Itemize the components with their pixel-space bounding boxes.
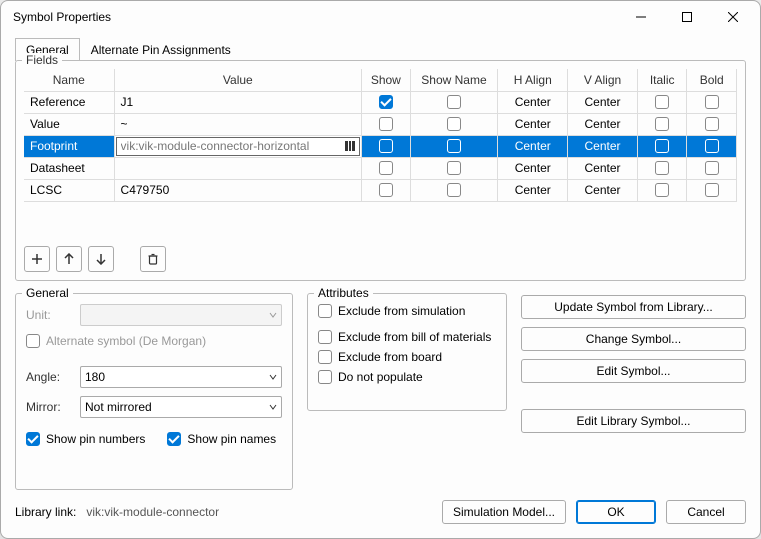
alt-symbol-label: Alternate symbol (De Morgan) <box>46 334 206 348</box>
change-symbol-button[interactable]: Change Symbol... <box>521 327 746 351</box>
checkbox[interactable] <box>447 95 461 109</box>
fields-table[interactable]: Name Value Show Show Name H Align V Alig… <box>24 69 737 202</box>
checkbox[interactable] <box>705 139 719 153</box>
checkbox[interactable] <box>705 95 719 109</box>
window-title: Symbol Properties <box>13 10 618 24</box>
fields-group: Fields Name Value Show Show Name H Align… <box>15 60 746 281</box>
mirror-label: Mirror: <box>26 400 74 414</box>
checkbox[interactable] <box>379 183 393 197</box>
checkbox[interactable] <box>705 183 719 197</box>
angle-label: Angle: <box>26 370 74 384</box>
exclude-sim-label: Exclude from simulation <box>338 304 465 318</box>
footer: Library link: vik:vik-module-connector S… <box>15 490 746 524</box>
checkbox[interactable] <box>655 139 669 153</box>
checkbox[interactable] <box>447 183 461 197</box>
minimize-button[interactable] <box>618 1 664 33</box>
simulation-model-button[interactable]: Simulation Model... <box>442 500 566 524</box>
checkbox[interactable] <box>379 139 393 153</box>
show-pin-numbers-label: Show pin numbers <box>46 432 145 446</box>
move-up-button[interactable] <box>56 246 82 272</box>
action-column: Update Symbol from Library... Change Sym… <box>521 293 746 491</box>
exclude-board-checkbox[interactable] <box>318 350 332 364</box>
checkbox[interactable] <box>379 95 393 109</box>
angle-value: 180 <box>85 370 105 384</box>
show-pin-numbers-checkbox[interactable] <box>26 432 40 446</box>
col-value[interactable]: Value <box>114 69 362 91</box>
col-valign[interactable]: V Align <box>568 69 638 91</box>
checkbox[interactable] <box>379 161 393 175</box>
cancel-button[interactable]: Cancel <box>666 500 746 524</box>
checkbox[interactable] <box>447 139 461 153</box>
col-italic[interactable]: Italic <box>637 69 687 91</box>
col-showname[interactable]: Show Name <box>410 69 498 91</box>
checkbox[interactable] <box>655 95 669 109</box>
titlebar: Symbol Properties <box>1 1 760 33</box>
close-button[interactable] <box>710 1 756 33</box>
checkbox[interactable] <box>655 161 669 175</box>
col-halign[interactable]: H Align <box>498 69 568 91</box>
checkbox[interactable] <box>655 117 669 131</box>
dialog-window: Symbol Properties General Alternate Pin … <box>0 0 761 539</box>
move-down-button[interactable] <box>88 246 114 272</box>
col-show[interactable]: Show <box>362 69 410 91</box>
footprint-input[interactable] <box>119 139 344 153</box>
maximize-button[interactable] <box>664 1 710 33</box>
tab-bar: General Alternate Pin Assignments <box>15 37 746 60</box>
ok-button[interactable]: OK <box>576 500 656 524</box>
checkbox[interactable] <box>447 161 461 175</box>
alt-symbol-checkbox <box>26 334 40 348</box>
col-name[interactable]: Name <box>24 69 114 91</box>
unit-select <box>80 304 282 326</box>
attributes-panel: Attributes Exclude from simulation Exclu… <box>307 293 507 411</box>
checkbox[interactable] <box>379 117 393 131</box>
edit-library-symbol-button[interactable]: Edit Library Symbol... <box>521 409 746 433</box>
exclude-sim-checkbox[interactable] <box>318 304 332 318</box>
delete-row-button[interactable] <box>140 246 166 272</box>
col-bold[interactable]: Bold <box>687 69 737 91</box>
mirror-select[interactable]: Not mirrored <box>80 396 282 418</box>
show-pin-names-checkbox[interactable] <box>167 432 181 446</box>
checkbox[interactable] <box>705 161 719 175</box>
mirror-value: Not mirrored <box>85 400 152 414</box>
general-panel: General Unit: Alternate symbol (De Morga… <box>15 293 293 491</box>
add-row-button[interactable] <box>24 246 50 272</box>
show-pin-names-label: Show pin names <box>187 432 276 446</box>
dnp-checkbox[interactable] <box>318 370 332 384</box>
table-row[interactable]: Value~CenterCenter <box>24 113 737 135</box>
general-legend: General <box>22 286 73 300</box>
table-row[interactable]: FootprintCenterCenter <box>24 135 737 157</box>
library-link-value: vik:vik-module-connector <box>86 505 219 519</box>
update-symbol-button[interactable]: Update Symbol from Library... <box>521 295 746 319</box>
unit-label: Unit: <box>26 308 74 322</box>
library-link-label: Library link: <box>15 505 76 519</box>
edit-symbol-button[interactable]: Edit Symbol... <box>521 359 746 383</box>
library-browse-icon[interactable] <box>343 140 357 152</box>
checkbox[interactable] <box>705 117 719 131</box>
exclude-bom-checkbox[interactable] <box>318 330 332 344</box>
fields-legend: Fields <box>22 53 62 67</box>
table-row[interactable]: LCSCC479750CenterCenter <box>24 179 737 201</box>
angle-select[interactable]: 180 <box>80 366 282 388</box>
attributes-legend: Attributes <box>314 286 373 300</box>
checkbox[interactable] <box>655 183 669 197</box>
exclude-bom-label: Exclude from bill of materials <box>338 330 491 344</box>
exclude-board-label: Exclude from board <box>338 350 442 364</box>
tab-alternate-pins[interactable]: Alternate Pin Assignments <box>80 38 242 61</box>
checkbox[interactable] <box>447 117 461 131</box>
dnp-label: Do not populate <box>338 370 423 384</box>
table-row[interactable]: ReferenceJ1CenterCenter <box>24 91 737 113</box>
table-row[interactable]: DatasheetCenterCenter <box>24 157 737 179</box>
